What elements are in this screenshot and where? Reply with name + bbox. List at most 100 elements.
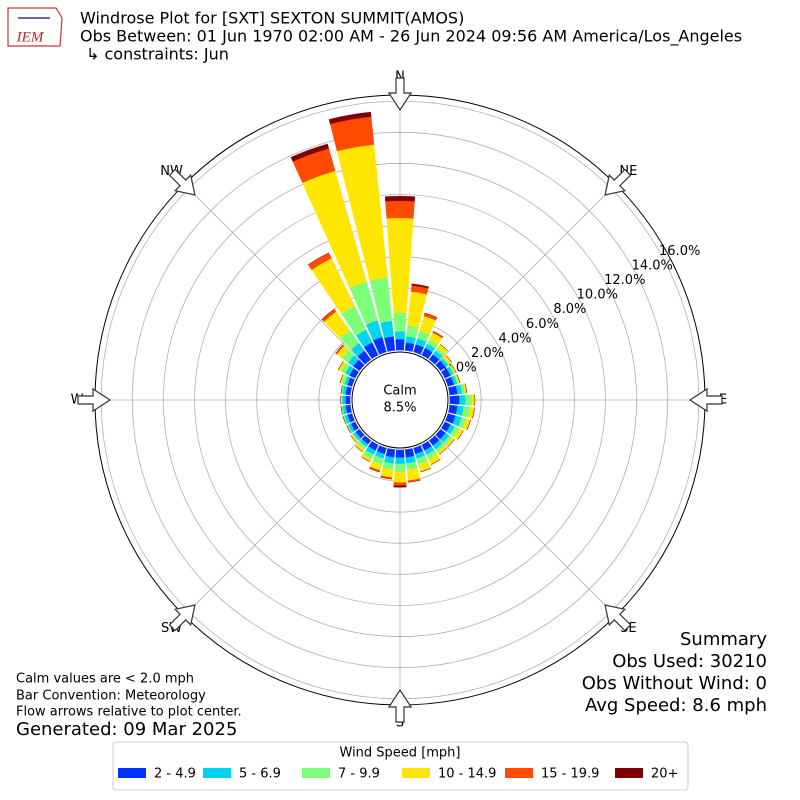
flow-arrow-shape: [387, 688, 413, 723]
wind-bar-segment: [384, 336, 396, 352]
wind-bar-segment: [393, 471, 407, 483]
wind-bar-segment: [345, 395, 351, 405]
logo-text: IEM: [16, 29, 45, 45]
r-tick-label: 6.0%: [526, 317, 559, 332]
summary: Obs Used: 30210: [612, 651, 767, 672]
wind-bar-segment: [380, 320, 394, 339]
flow-arrow-shape: [168, 168, 196, 196]
flow-arrow-shape: [77, 387, 112, 413]
flow-arrow-shape: [604, 604, 632, 632]
flow-arrow: [168, 168, 196, 196]
flow-arrow: [387, 77, 413, 112]
wind-bar-segment: [380, 476, 392, 480]
wind-bar-segment: [386, 217, 414, 314]
wind-bar-segment: [335, 344, 344, 354]
wind-bar-segment: [393, 482, 407, 486]
flow-arrow: [77, 387, 112, 413]
wind-bar-segment: [328, 111, 372, 125]
chart-title: Windrose Plot for [SXT] SEXTON SUMMIT(AM…: [80, 9, 464, 28]
wind-bar-segment: [290, 143, 329, 162]
wind-bar-segment: [466, 419, 471, 431]
wind-bar-segment: [431, 459, 441, 465]
wind-bar-segment: [384, 195, 416, 202]
grid-ring: [194, 194, 606, 606]
legend-swatch: [203, 768, 231, 778]
summary: Summary: [680, 629, 767, 650]
wind-bar-segment: [420, 468, 431, 473]
direction-label: N: [395, 70, 405, 85]
wind-bar-segment: [445, 355, 453, 363]
wind-bar-segment: [385, 448, 396, 458]
wind-bar-segment: [404, 448, 415, 458]
legend-label: 10 - 14.9: [438, 767, 496, 782]
legend-label: 7 - 9.9: [338, 767, 380, 782]
r-tick-label: 8.0%: [553, 302, 586, 317]
calm-value: 8.5%: [383, 401, 416, 416]
note: Flow arrows relative to plot center.: [16, 705, 242, 720]
summary: Avg Speed: 8.6 mph: [585, 695, 767, 716]
wind-bar-segment: [369, 468, 380, 473]
wind-bar-segment: [471, 394, 476, 406]
wind-bar-segment: [346, 425, 352, 434]
wind-bar-segment: [342, 395, 346, 405]
legend-swatch: [505, 768, 533, 778]
logo: IEM: [7, 7, 63, 47]
legend-swatch: [302, 768, 330, 778]
legend-swatch: [615, 768, 643, 778]
calm-circle: [351, 351, 449, 449]
flow-arrow-shape: [168, 604, 196, 632]
legend-label: 2 - 4.9: [154, 767, 196, 782]
chart-subtitle: Obs Between: 01 Jun 1970 02:00 AM - 26 J…: [80, 27, 742, 47]
flow-arrow: [688, 387, 723, 413]
wind-bar-segment: [395, 449, 405, 458]
legend-swatch: [402, 768, 430, 778]
flow-arrow: [168, 604, 196, 632]
r-tick-label: 10.0%: [577, 288, 618, 303]
wind-bar-segment: [340, 395, 343, 405]
flow-arrow-shape: [387, 77, 413, 112]
flow-arrow: [604, 604, 632, 632]
r-tick-label: 2.0%: [471, 346, 504, 361]
legend-box: [112, 741, 689, 791]
grid-ring: [131, 131, 669, 669]
direction-label: E: [719, 393, 727, 408]
wind-bar-segment: [411, 283, 429, 289]
wind-bar-segment: [465, 394, 472, 406]
note: Calm values are < 2.0 mph: [16, 672, 194, 687]
wind-bar-segment: [394, 331, 406, 340]
r-tick-label: 12.0%: [604, 273, 645, 288]
wind-bar-segment: [472, 407, 475, 419]
summary: Obs Without Wind: 0: [582, 673, 767, 694]
wind-bar-segment: [404, 342, 415, 352]
constraints: ↳ constraints: Jun: [86, 45, 229, 64]
wind-bar-segment: [459, 395, 466, 405]
flow-arrow: [387, 688, 413, 723]
wind-bar-segment: [439, 447, 447, 455]
wind-bar-segment: [424, 312, 438, 318]
direction-label: S: [396, 716, 404, 731]
generated: Generated: 09 Mar 2025: [16, 719, 237, 740]
r-tick-label: 14.0%: [632, 258, 673, 273]
wind-bar-segment: [395, 338, 405, 351]
wind-bar-segment: [393, 312, 407, 332]
wind-bar-segment: [340, 405, 343, 415]
wind-bar-segment: [456, 374, 461, 384]
wind-bar-segment: [355, 445, 363, 453]
flow-arrow: [604, 168, 632, 196]
calm-label: Calm: [383, 384, 416, 399]
r-tick-label: 4.0%: [498, 331, 531, 346]
wind-bar-segment: [394, 463, 406, 472]
spoke-line: [435, 435, 616, 616]
wind-bar-segment: [449, 395, 460, 405]
legend-swatch: [118, 768, 146, 778]
spoke-line: [184, 184, 365, 365]
wind-bar-segment: [408, 479, 421, 483]
legend-label: 20+: [651, 767, 678, 782]
legend-label: 5 - 6.9: [239, 767, 281, 782]
note: Bar Convention: Meteorology: [16, 689, 206, 704]
spoke-line: [184, 435, 365, 616]
wind-bar-segment: [350, 435, 357, 443]
legend-label: 15 - 19.9: [541, 767, 599, 782]
wind-bar-segment: [440, 344, 448, 351]
